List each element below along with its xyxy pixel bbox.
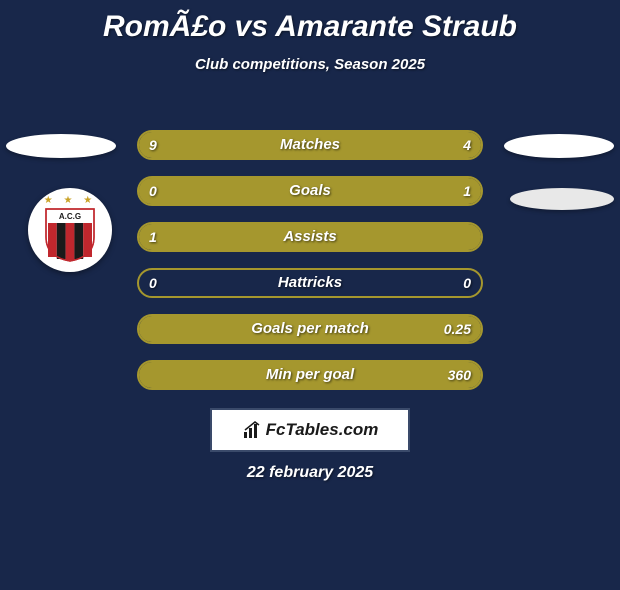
page-subtitle: Club competitions, Season 2025: [0, 56, 620, 73]
date-label: 22 february 2025: [0, 464, 620, 482]
page-title: RomÃ£o vs Amarante Straub: [0, 10, 620, 44]
shield-svg: A.C.G: [42, 207, 98, 263]
svg-text:A.C.G: A.C.G: [59, 212, 81, 221]
bar-left-value: 0: [149, 178, 157, 204]
bar-label: Matches: [139, 132, 481, 158]
bar-label: Hattricks: [139, 270, 481, 296]
bar-label: Goals per match: [139, 316, 481, 342]
stat-bar: Assists1: [137, 222, 483, 252]
fctables-watermark: FcTables.com: [210, 408, 410, 452]
bar-left-value: 1: [149, 224, 157, 250]
bar-right-value: 360: [448, 362, 471, 388]
bar-right-value: 1: [463, 178, 471, 204]
shield-icon: ★ ★ ★ A.C.G: [42, 197, 98, 263]
badge-stars: ★ ★ ★: [42, 195, 98, 206]
bar-right-value: 0.25: [444, 316, 471, 342]
stat-bar: Matches9 4: [137, 130, 483, 160]
left-player-oval: [6, 134, 116, 158]
bar-left-value: 0: [149, 270, 157, 296]
fctables-label: FcTables.com: [266, 420, 379, 440]
bar-label: Goals: [139, 178, 481, 204]
stat-bar: Min per goal360: [137, 360, 483, 390]
bar-right-value: 0: [463, 270, 471, 296]
right-player-oval-1: [504, 134, 614, 158]
stats-bars: Matches94Goals01Assists1Hattricks00Goals…: [137, 130, 483, 406]
chart-icon: [242, 420, 262, 440]
bar-left-value: 9: [149, 132, 157, 158]
right-player-oval-2: [510, 188, 614, 210]
stat-bar: Hattricks0 0: [137, 268, 483, 298]
bar-label: Min per goal: [139, 362, 481, 388]
bar-right-value: 4: [463, 132, 471, 158]
stat-bar: Goals per match0.25: [137, 314, 483, 344]
club-badge: ★ ★ ★ A.C.G: [28, 188, 112, 272]
stat-bar: Goals0 1: [137, 176, 483, 206]
bar-label: Assists: [139, 224, 481, 250]
